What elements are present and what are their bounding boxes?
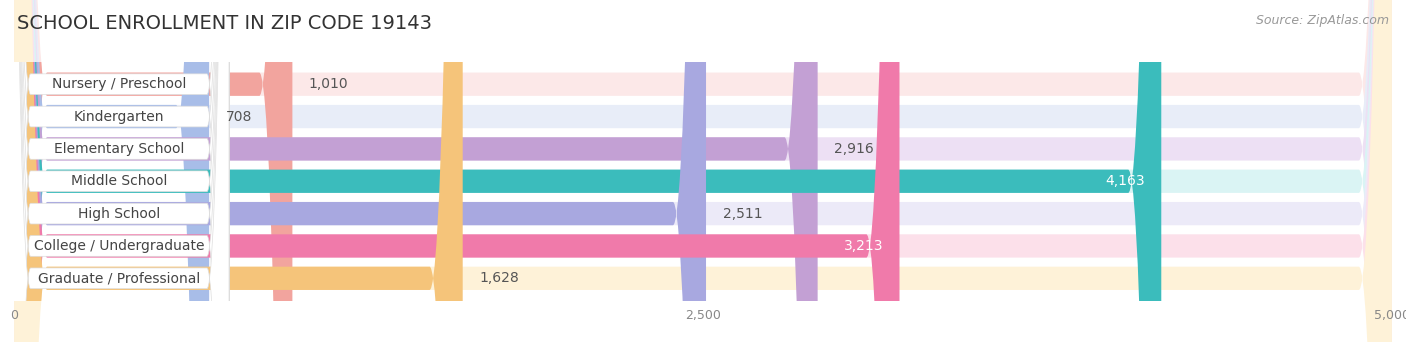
Text: 1,010: 1,010	[309, 77, 349, 91]
Text: 4,163: 4,163	[1105, 174, 1144, 188]
FancyBboxPatch shape	[8, 0, 229, 342]
Text: College / Undergraduate: College / Undergraduate	[34, 239, 204, 253]
Text: 2,511: 2,511	[723, 207, 762, 221]
Text: 1,628: 1,628	[479, 271, 519, 285]
FancyBboxPatch shape	[14, 0, 209, 342]
FancyBboxPatch shape	[14, 0, 463, 342]
Text: SCHOOL ENROLLMENT IN ZIP CODE 19143: SCHOOL ENROLLMENT IN ZIP CODE 19143	[17, 14, 432, 33]
Text: High School: High School	[77, 207, 160, 221]
FancyBboxPatch shape	[14, 0, 900, 342]
FancyBboxPatch shape	[14, 0, 1392, 342]
Text: 2,916: 2,916	[834, 142, 875, 156]
FancyBboxPatch shape	[14, 0, 1161, 342]
Text: Elementary School: Elementary School	[53, 142, 184, 156]
Text: 3,213: 3,213	[844, 239, 883, 253]
Text: Nursery / Preschool: Nursery / Preschool	[52, 77, 186, 91]
FancyBboxPatch shape	[14, 0, 1392, 342]
FancyBboxPatch shape	[8, 0, 229, 342]
Text: Kindergarten: Kindergarten	[73, 109, 165, 123]
Text: Source: ZipAtlas.com: Source: ZipAtlas.com	[1256, 14, 1389, 27]
FancyBboxPatch shape	[14, 0, 1392, 342]
FancyBboxPatch shape	[14, 0, 292, 342]
FancyBboxPatch shape	[14, 0, 1392, 342]
FancyBboxPatch shape	[8, 0, 229, 342]
FancyBboxPatch shape	[8, 0, 229, 342]
FancyBboxPatch shape	[8, 0, 229, 342]
Text: 708: 708	[226, 109, 252, 123]
FancyBboxPatch shape	[8, 0, 229, 342]
FancyBboxPatch shape	[8, 0, 229, 342]
Text: Graduate / Professional: Graduate / Professional	[38, 271, 200, 285]
FancyBboxPatch shape	[14, 0, 818, 342]
FancyBboxPatch shape	[14, 0, 1392, 342]
FancyBboxPatch shape	[14, 0, 1392, 342]
FancyBboxPatch shape	[14, 0, 706, 342]
Text: Middle School: Middle School	[70, 174, 167, 188]
FancyBboxPatch shape	[14, 0, 1392, 342]
